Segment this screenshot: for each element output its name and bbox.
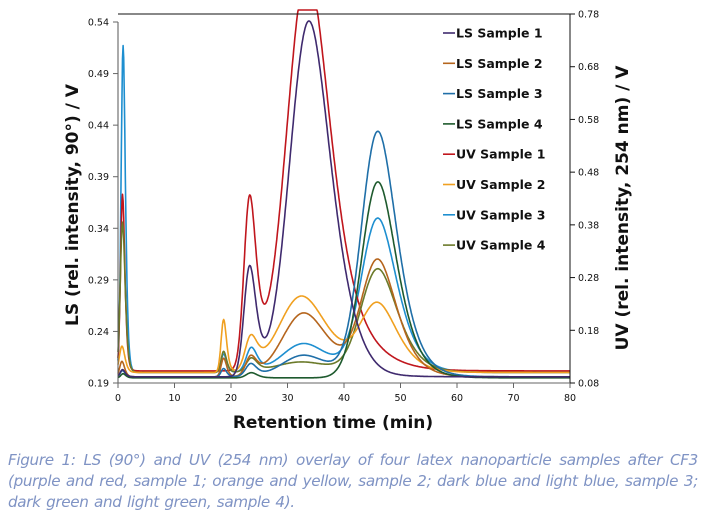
left-y-axis-title: LS (rel. intensity, 90°) / V (63, 83, 83, 326)
x-tick-label: 0 (115, 393, 121, 404)
chromatogram-chart: 0 10 20 30 40 50 60 70 80 0.190.240.290.340.390.… (63, 9, 633, 433)
legend-entry: UV Sample 1 (456, 147, 545, 162)
right-y-tick-label: 0.78 (578, 10, 599, 21)
right-y-tick-label: 0.68 (578, 62, 599, 73)
left-y-tick-label: 0.39 (88, 172, 109, 183)
y-ticks-left: 0.19 0.24 0.29 0.34 0.39 0.44 0.49 0.54 (88, 18, 118, 390)
x-tick-label: 70 (507, 393, 519, 404)
figure-caption: Figure 1: LS (90°) and UV (254 nm) overl… (8, 451, 698, 511)
legend-entry: UV Sample 3 (456, 207, 545, 222)
x-tick-label: 40 (338, 393, 350, 404)
x-tick-label: 60 (451, 393, 463, 404)
x-tick-label: 30 (281, 393, 293, 404)
x-tick-label: 50 (394, 393, 406, 404)
series-line-ls-sample-3 (117, 130, 571, 378)
legend-entry: LS Sample 2 (456, 56, 543, 71)
right-y-tick-label: 0.08 (578, 379, 599, 390)
y-ticks-right: 0.08 0.18 0.28 0.38 0.48 0.58 0.68 0.78 (570, 10, 599, 390)
series-line-ls-sample-2 (117, 258, 571, 378)
series-line-ls-sample-4 (117, 181, 571, 379)
right-y-tick-label: 0.48 (578, 168, 599, 179)
x-tick-label: 80 (564, 393, 576, 404)
series-line-uv-sample-2 (117, 295, 571, 374)
x-tick-label: 10 (168, 393, 180, 404)
legend-entry: UV Sample 2 (456, 177, 545, 192)
left-y-tick-label: 0.44 (88, 121, 109, 132)
x-ticks: 0 10 20 30 40 50 60 70 80 (115, 383, 576, 404)
left-y-tick-label: 0.29 (88, 275, 109, 286)
right-y-axis-title: UV (rel. intensity, 254 nm) / V (613, 65, 633, 351)
legend-entry: LS Sample 4 (456, 116, 543, 131)
plot-curves (117, 9, 571, 379)
legend-entry: LS Sample 1 (456, 26, 543, 41)
left-y-tick-label: 0.19 (88, 379, 109, 390)
right-y-tick-label: 0.18 (578, 326, 599, 337)
x-tick-label: 20 (225, 393, 237, 404)
series-line-ls-sample-1 (117, 20, 571, 378)
right-y-tick-label: 0.28 (578, 273, 599, 284)
legend: LS Sample 1 LS Sample 2 LS Sample 3 LS Samp… (443, 26, 546, 253)
legend-entry: UV Sample 4 (456, 238, 546, 253)
legend-entry: LS Sample 3 (456, 86, 543, 101)
x-axis-title: Retention time (min) (233, 413, 433, 433)
left-y-tick-label: 0.49 (88, 69, 109, 80)
left-y-tick-label: 0.24 (88, 327, 109, 338)
right-y-tick-label: 0.58 (578, 115, 599, 126)
left-y-tick-label: 0.54 (88, 18, 109, 29)
left-y-tick-label: 0.34 (88, 224, 109, 235)
right-y-tick-label: 0.38 (578, 220, 599, 231)
series-line-uv-sample-1 (117, 9, 571, 372)
